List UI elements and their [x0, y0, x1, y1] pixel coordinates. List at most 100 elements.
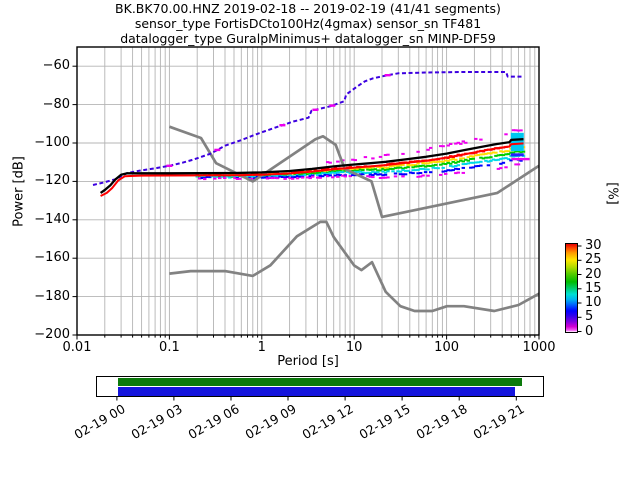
ppsd-histogram-dash: [506, 153, 511, 156]
ppsd-histogram-dash: [381, 174, 385, 177]
ppsd-histogram-dash: [273, 176, 277, 179]
ppsd-histogram-dash: [200, 177, 204, 179]
ppsd-histogram-dash: [203, 178, 207, 181]
ppsd-histogram-dash: [426, 168, 430, 171]
ppsd-histogram-dash: [338, 174, 342, 177]
ppsd-histogram-outlier: [464, 141, 468, 144]
ppsd-histogram-dash: [416, 162, 420, 165]
upper-line-magenta-mark: [312, 108, 319, 111]
ppsd-histogram-dash: [368, 171, 373, 174]
ppsd-histogram-outlier: [429, 146, 433, 149]
ppsd-histogram-dash: [361, 167, 365, 170]
ppsd-histogram-dash: [383, 169, 388, 171]
ppsd-histogram-dash: [351, 167, 355, 170]
ppsd-histogram-dash: [373, 171, 378, 174]
ppsd-histogram-dash: [388, 165, 393, 168]
ppsd-histogram-dash: [499, 150, 503, 153]
ppsd-histogram-dash: [263, 176, 267, 179]
ppsd-histogram-dash: [469, 155, 473, 158]
colorbar-tick-label: 0: [585, 323, 594, 339]
ppsd-histogram-dash: [506, 158, 511, 161]
x-axis-label: Period [s]: [277, 354, 339, 369]
ppsd-histogram-dash: [275, 177, 280, 180]
ppsd-histogram-dash: [504, 166, 508, 169]
ppsd-histogram-dash: [300, 176, 305, 179]
ppsd-histogram-dash: [434, 167, 438, 170]
ppsd-histogram-dash: [371, 168, 375, 171]
upper-line-magenta-mark: [384, 74, 391, 77]
ppsd-histogram-dash: [316, 173, 320, 176]
ppsd-histogram-outlier: [353, 159, 357, 162]
ppsd-histogram-dash: [366, 171, 370, 174]
ppsd-histogram-dash: [371, 174, 375, 177]
ppsd-histogram-dash: [333, 166, 337, 169]
ppsd-end-block: [510, 132, 524, 151]
x-tick-label: 1000: [522, 340, 556, 355]
ppsd-histogram-dash: [341, 171, 345, 174]
ppsd-histogram-dash: [444, 170, 448, 173]
ppsd-histogram-dash: [386, 176, 390, 179]
percentile-red-curve: [100, 142, 524, 197]
ppsd-histogram-outlier: [441, 145, 445, 148]
ppsd-histogram-dash: [326, 167, 330, 170]
ppsd-histogram-dash: [391, 164, 395, 167]
ppsd-histogram-dash: [519, 151, 523, 154]
ppsd-histogram-dash: [486, 156, 491, 159]
ppsd-histogram-dash: [303, 173, 307, 176]
ppsd-histogram-dash: [474, 165, 478, 168]
ppsd-histogram-dash: [479, 153, 483, 156]
ppsd-histogram-dash: [373, 168, 378, 171]
ppsd-histogram-dash: [321, 172, 325, 175]
y-tick-label: −200: [34, 327, 70, 342]
ppsd-histogram-dash: [336, 173, 340, 176]
ppsd-histogram-dash: [371, 170, 375, 173]
ppsd-histogram-dash: [449, 162, 453, 165]
ppsd-histogram-dash: [461, 163, 465, 166]
ppsd-histogram-dash: [401, 169, 405, 171]
ppsd-histogram-dash: [431, 164, 435, 167]
ppsd-histogram-dash: [308, 171, 312, 174]
ppsd-histogram-dash: [218, 177, 222, 180]
ppsd-histogram-dash: [270, 177, 275, 180]
ppsd-histogram-dash: [213, 177, 217, 180]
ppsd-histogram-dash: [376, 169, 380, 172]
ppsd-histogram-dash: [336, 171, 340, 174]
ppsd-histogram-dash: [393, 172, 398, 175]
ppsd-histogram-dash: [353, 170, 357, 173]
ppsd-histogram-dash: [333, 169, 337, 172]
ppsd-histogram-dash: [228, 176, 232, 179]
ppsd-histogram-dash: [288, 174, 292, 177]
ppsd-histogram-dash: [416, 172, 420, 175]
ppsd-histogram-outlier: [479, 138, 483, 141]
y-tick-label: −140: [34, 211, 70, 227]
ppsd-histogram-dash: [381, 176, 385, 179]
ppsd-histogram-dash: [489, 159, 493, 162]
ppsd-histogram-dash: [245, 176, 250, 179]
ppsd-histogram-dash: [358, 167, 363, 170]
ppsd-histogram-dash: [396, 164, 400, 167]
ppsd-histogram-dash: [496, 158, 501, 161]
colorbar-tick-label: 20: [585, 266, 602, 282]
ppsd-histogram-dash: [383, 173, 388, 176]
ppsd-histogram-dash: [283, 176, 287, 179]
ppsd-histogram-dash: [418, 165, 423, 167]
ppsd-histogram-dash: [273, 174, 277, 177]
ppsd-histogram-dash: [511, 155, 516, 158]
ppsd-histogram-dash: [403, 173, 408, 176]
ppsd-histogram-dash: [411, 172, 415, 175]
ppsd-histogram-outlier: [449, 143, 453, 145]
ppsd-histogram-dash: [411, 166, 415, 169]
ppsd-histogram-dash: [459, 157, 463, 160]
upper-line-magenta-mark: [214, 148, 221, 152]
ppsd-histogram-dash: [323, 170, 327, 173]
ppsd-histogram-outlier: [511, 129, 516, 132]
ppsd-histogram-dash: [381, 170, 385, 173]
ppsd-histogram-dash: [421, 167, 425, 170]
ppsd-histogram-dash: [434, 163, 438, 166]
ppsd-histogram-dash: [306, 173, 310, 176]
ppsd-histogram-dash: [235, 176, 240, 178]
ppsd-histogram-dash: [290, 177, 295, 180]
ppsd-histogram-dash: [504, 153, 508, 156]
